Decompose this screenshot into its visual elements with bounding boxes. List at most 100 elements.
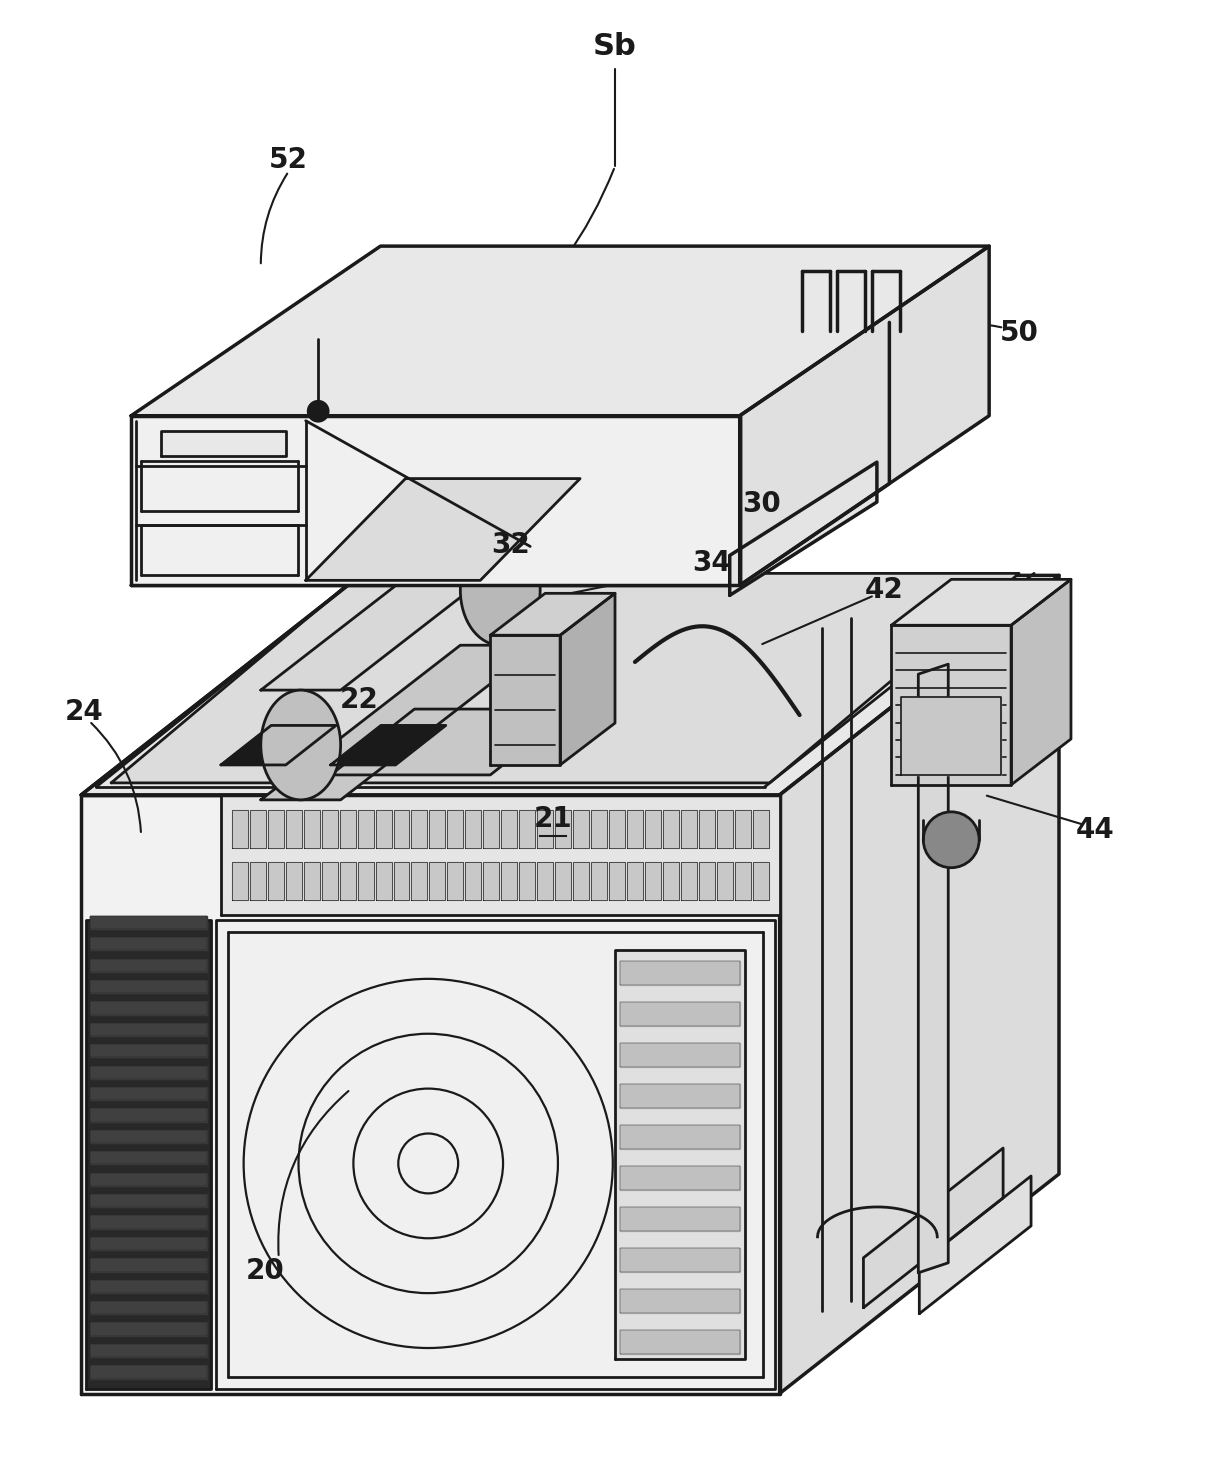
Polygon shape [681, 861, 697, 900]
Polygon shape [918, 664, 949, 1273]
Polygon shape [483, 810, 499, 848]
Polygon shape [393, 810, 409, 848]
Polygon shape [610, 810, 626, 848]
Polygon shape [90, 1065, 206, 1078]
Polygon shape [740, 246, 989, 586]
Text: 34: 34 [692, 549, 731, 577]
Text: 50: 50 [999, 319, 1039, 347]
Ellipse shape [923, 811, 980, 867]
Text: 22: 22 [340, 686, 379, 714]
Polygon shape [412, 810, 428, 848]
Polygon shape [735, 861, 751, 900]
Ellipse shape [261, 690, 340, 799]
Polygon shape [429, 810, 445, 848]
Polygon shape [221, 726, 336, 766]
Polygon shape [90, 1344, 206, 1357]
Polygon shape [429, 861, 445, 900]
Polygon shape [286, 861, 301, 900]
Polygon shape [699, 810, 715, 848]
Polygon shape [699, 861, 715, 900]
Polygon shape [90, 959, 206, 972]
Polygon shape [81, 575, 1059, 795]
Polygon shape [161, 431, 286, 456]
Polygon shape [90, 1173, 206, 1186]
Polygon shape [519, 810, 535, 848]
Polygon shape [627, 810, 643, 848]
Polygon shape [619, 962, 740, 985]
Polygon shape [645, 861, 661, 900]
Polygon shape [90, 916, 206, 929]
Polygon shape [306, 478, 580, 580]
Polygon shape [90, 1108, 206, 1121]
Polygon shape [619, 1207, 740, 1230]
Polygon shape [864, 1148, 1003, 1308]
Polygon shape [90, 1323, 206, 1336]
Polygon shape [447, 861, 463, 900]
Polygon shape [627, 861, 643, 900]
Polygon shape [286, 810, 301, 848]
Polygon shape [752, 810, 768, 848]
Polygon shape [619, 1289, 740, 1313]
Polygon shape [322, 810, 338, 848]
Text: 30: 30 [742, 490, 782, 518]
Polygon shape [268, 810, 284, 848]
Polygon shape [619, 1167, 740, 1190]
Polygon shape [322, 861, 338, 900]
Circle shape [308, 401, 328, 422]
Polygon shape [90, 979, 206, 993]
Polygon shape [232, 861, 248, 900]
Polygon shape [268, 861, 284, 900]
Polygon shape [90, 1087, 206, 1100]
Polygon shape [376, 810, 392, 848]
Polygon shape [304, 810, 320, 848]
Polygon shape [90, 1150, 206, 1164]
Text: 52: 52 [269, 146, 308, 174]
Polygon shape [619, 1125, 740, 1149]
Text: 42: 42 [865, 577, 903, 605]
Text: 44: 44 [1075, 816, 1115, 844]
Polygon shape [662, 861, 678, 900]
Polygon shape [614, 950, 745, 1358]
Polygon shape [358, 861, 374, 900]
Polygon shape [619, 1043, 740, 1068]
Polygon shape [730, 462, 878, 596]
Polygon shape [90, 1130, 206, 1143]
Polygon shape [537, 861, 553, 900]
Polygon shape [591, 810, 607, 848]
Polygon shape [358, 810, 374, 848]
Polygon shape [339, 810, 355, 848]
Polygon shape [591, 861, 607, 900]
Polygon shape [90, 1366, 206, 1379]
Polygon shape [619, 1003, 740, 1027]
Polygon shape [662, 810, 678, 848]
Polygon shape [619, 1084, 740, 1108]
Polygon shape [249, 810, 265, 848]
Polygon shape [261, 535, 541, 690]
Polygon shape [519, 861, 535, 900]
Polygon shape [90, 1258, 206, 1271]
Polygon shape [376, 861, 392, 900]
Polygon shape [90, 937, 206, 950]
Text: 21: 21 [533, 805, 573, 833]
Polygon shape [573, 861, 589, 900]
Polygon shape [331, 726, 446, 766]
Polygon shape [90, 1238, 206, 1251]
Polygon shape [393, 861, 409, 900]
Polygon shape [490, 636, 560, 766]
Polygon shape [447, 810, 463, 848]
Polygon shape [735, 810, 751, 848]
Polygon shape [490, 593, 614, 636]
Polygon shape [537, 810, 553, 848]
Polygon shape [249, 861, 265, 900]
Polygon shape [619, 1248, 740, 1271]
Polygon shape [901, 698, 1002, 774]
Text: 20: 20 [246, 1257, 284, 1285]
Polygon shape [560, 593, 614, 766]
Polygon shape [232, 810, 248, 848]
Polygon shape [466, 861, 482, 900]
Ellipse shape [461, 535, 541, 645]
Polygon shape [501, 810, 517, 848]
Polygon shape [412, 861, 428, 900]
Polygon shape [619, 1329, 740, 1354]
Polygon shape [717, 810, 732, 848]
